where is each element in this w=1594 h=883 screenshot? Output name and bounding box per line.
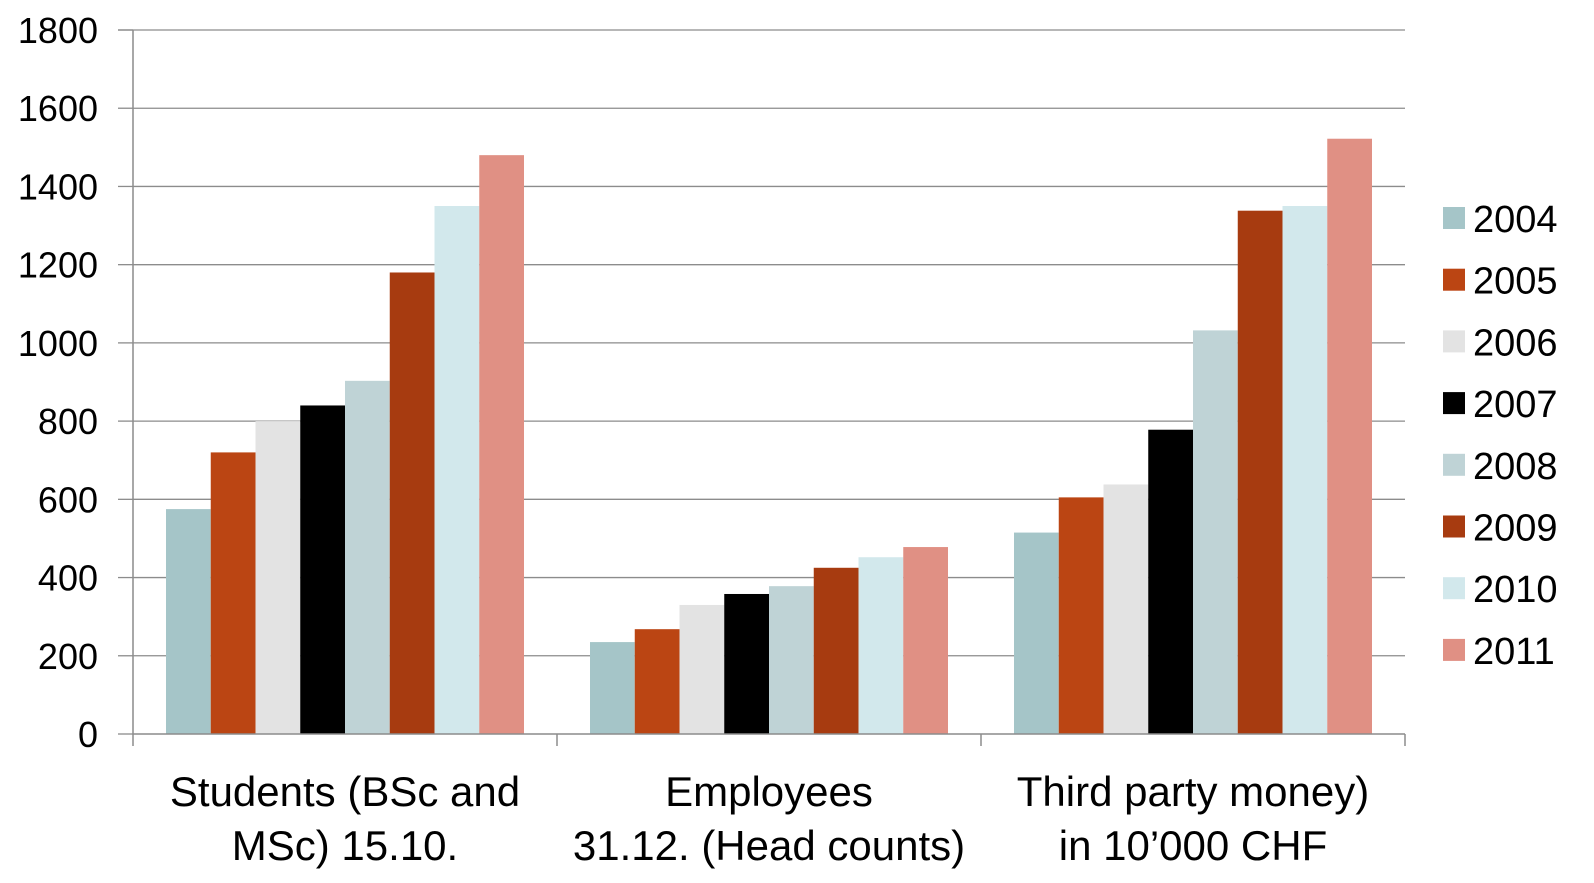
bar-2010	[1282, 206, 1328, 734]
legend: 2004 2005 2006 2007 2008 2009 2010 2011	[1443, 199, 1558, 673]
bar-2004	[166, 509, 211, 734]
x-category-label: Third party money)	[1017, 768, 1369, 815]
legend-label: 2004	[1473, 199, 1558, 241]
bar-2004	[590, 642, 635, 734]
y-tick-label: 400	[38, 558, 98, 599]
legend-label: 2006	[1473, 322, 1558, 364]
bar-2006	[255, 421, 301, 734]
y-tick-label: 1600	[18, 88, 98, 129]
bar-2008	[345, 380, 390, 734]
bar-2009	[389, 272, 435, 734]
legend-label: 2011	[1473, 631, 1555, 673]
y-tick-labels: 0 200 400 600 800 1000 1200 1400 1600 1800	[18, 10, 98, 755]
bar-2010	[434, 206, 480, 734]
legend-label: 2010	[1473, 569, 1558, 611]
x-category-label: in 10’000 CHF	[1059, 822, 1327, 869]
y-tick-label: 600	[38, 479, 98, 520]
y-tick-label: 1800	[18, 10, 98, 51]
bar-2008	[769, 586, 814, 734]
axes	[118, 29, 1406, 746]
y-tick-label: 0	[78, 714, 98, 755]
y-tick-label: 1400	[18, 166, 98, 207]
bar-2009	[813, 567, 859, 734]
x-category-label: MSc) 15.10.	[232, 822, 458, 869]
x-category-label: Students (BSc and	[170, 768, 520, 815]
legend-swatch	[1443, 207, 1465, 229]
bar-2007	[300, 405, 345, 734]
legend-label: 2009	[1473, 508, 1558, 550]
y-tick-label: 200	[38, 636, 98, 677]
legend-label: 2005	[1473, 261, 1558, 303]
legend-swatch	[1443, 577, 1465, 600]
bar-2005	[1058, 497, 1104, 734]
legend-label: 2007	[1473, 384, 1558, 426]
bars	[166, 138, 1372, 735]
y-tick-label: 1000	[18, 323, 98, 364]
bar-2005	[634, 629, 680, 734]
bar-2007	[1148, 429, 1193, 734]
x-category-label: 31.12. (Head counts)	[573, 822, 965, 869]
x-category-label: Employees	[665, 768, 873, 815]
bar-2005	[210, 452, 256, 734]
bar-2004	[1014, 532, 1059, 734]
bar-2011	[1327, 138, 1372, 734]
bar-2007	[724, 593, 769, 734]
bar-2011	[479, 155, 524, 735]
legend-swatch	[1443, 638, 1465, 661]
bar-2009	[1237, 210, 1283, 734]
legend-swatch	[1443, 392, 1465, 415]
bar-2006	[679, 604, 725, 734]
y-tick-label: 1200	[18, 245, 98, 286]
legend-swatch	[1443, 268, 1465, 291]
y-tick-label: 800	[38, 401, 98, 442]
x-category-labels: Students (BSc and MSc) 15.10. Employees 31.…	[170, 768, 1369, 869]
legend-swatch	[1443, 453, 1465, 476]
legend-swatch	[1443, 330, 1465, 353]
bar-2011	[903, 547, 948, 734]
bar-2010	[858, 557, 904, 734]
legend-swatch	[1443, 515, 1465, 538]
legend-label: 2008	[1473, 446, 1558, 488]
bar-2006	[1103, 484, 1149, 734]
bar-2008	[1193, 330, 1238, 734]
